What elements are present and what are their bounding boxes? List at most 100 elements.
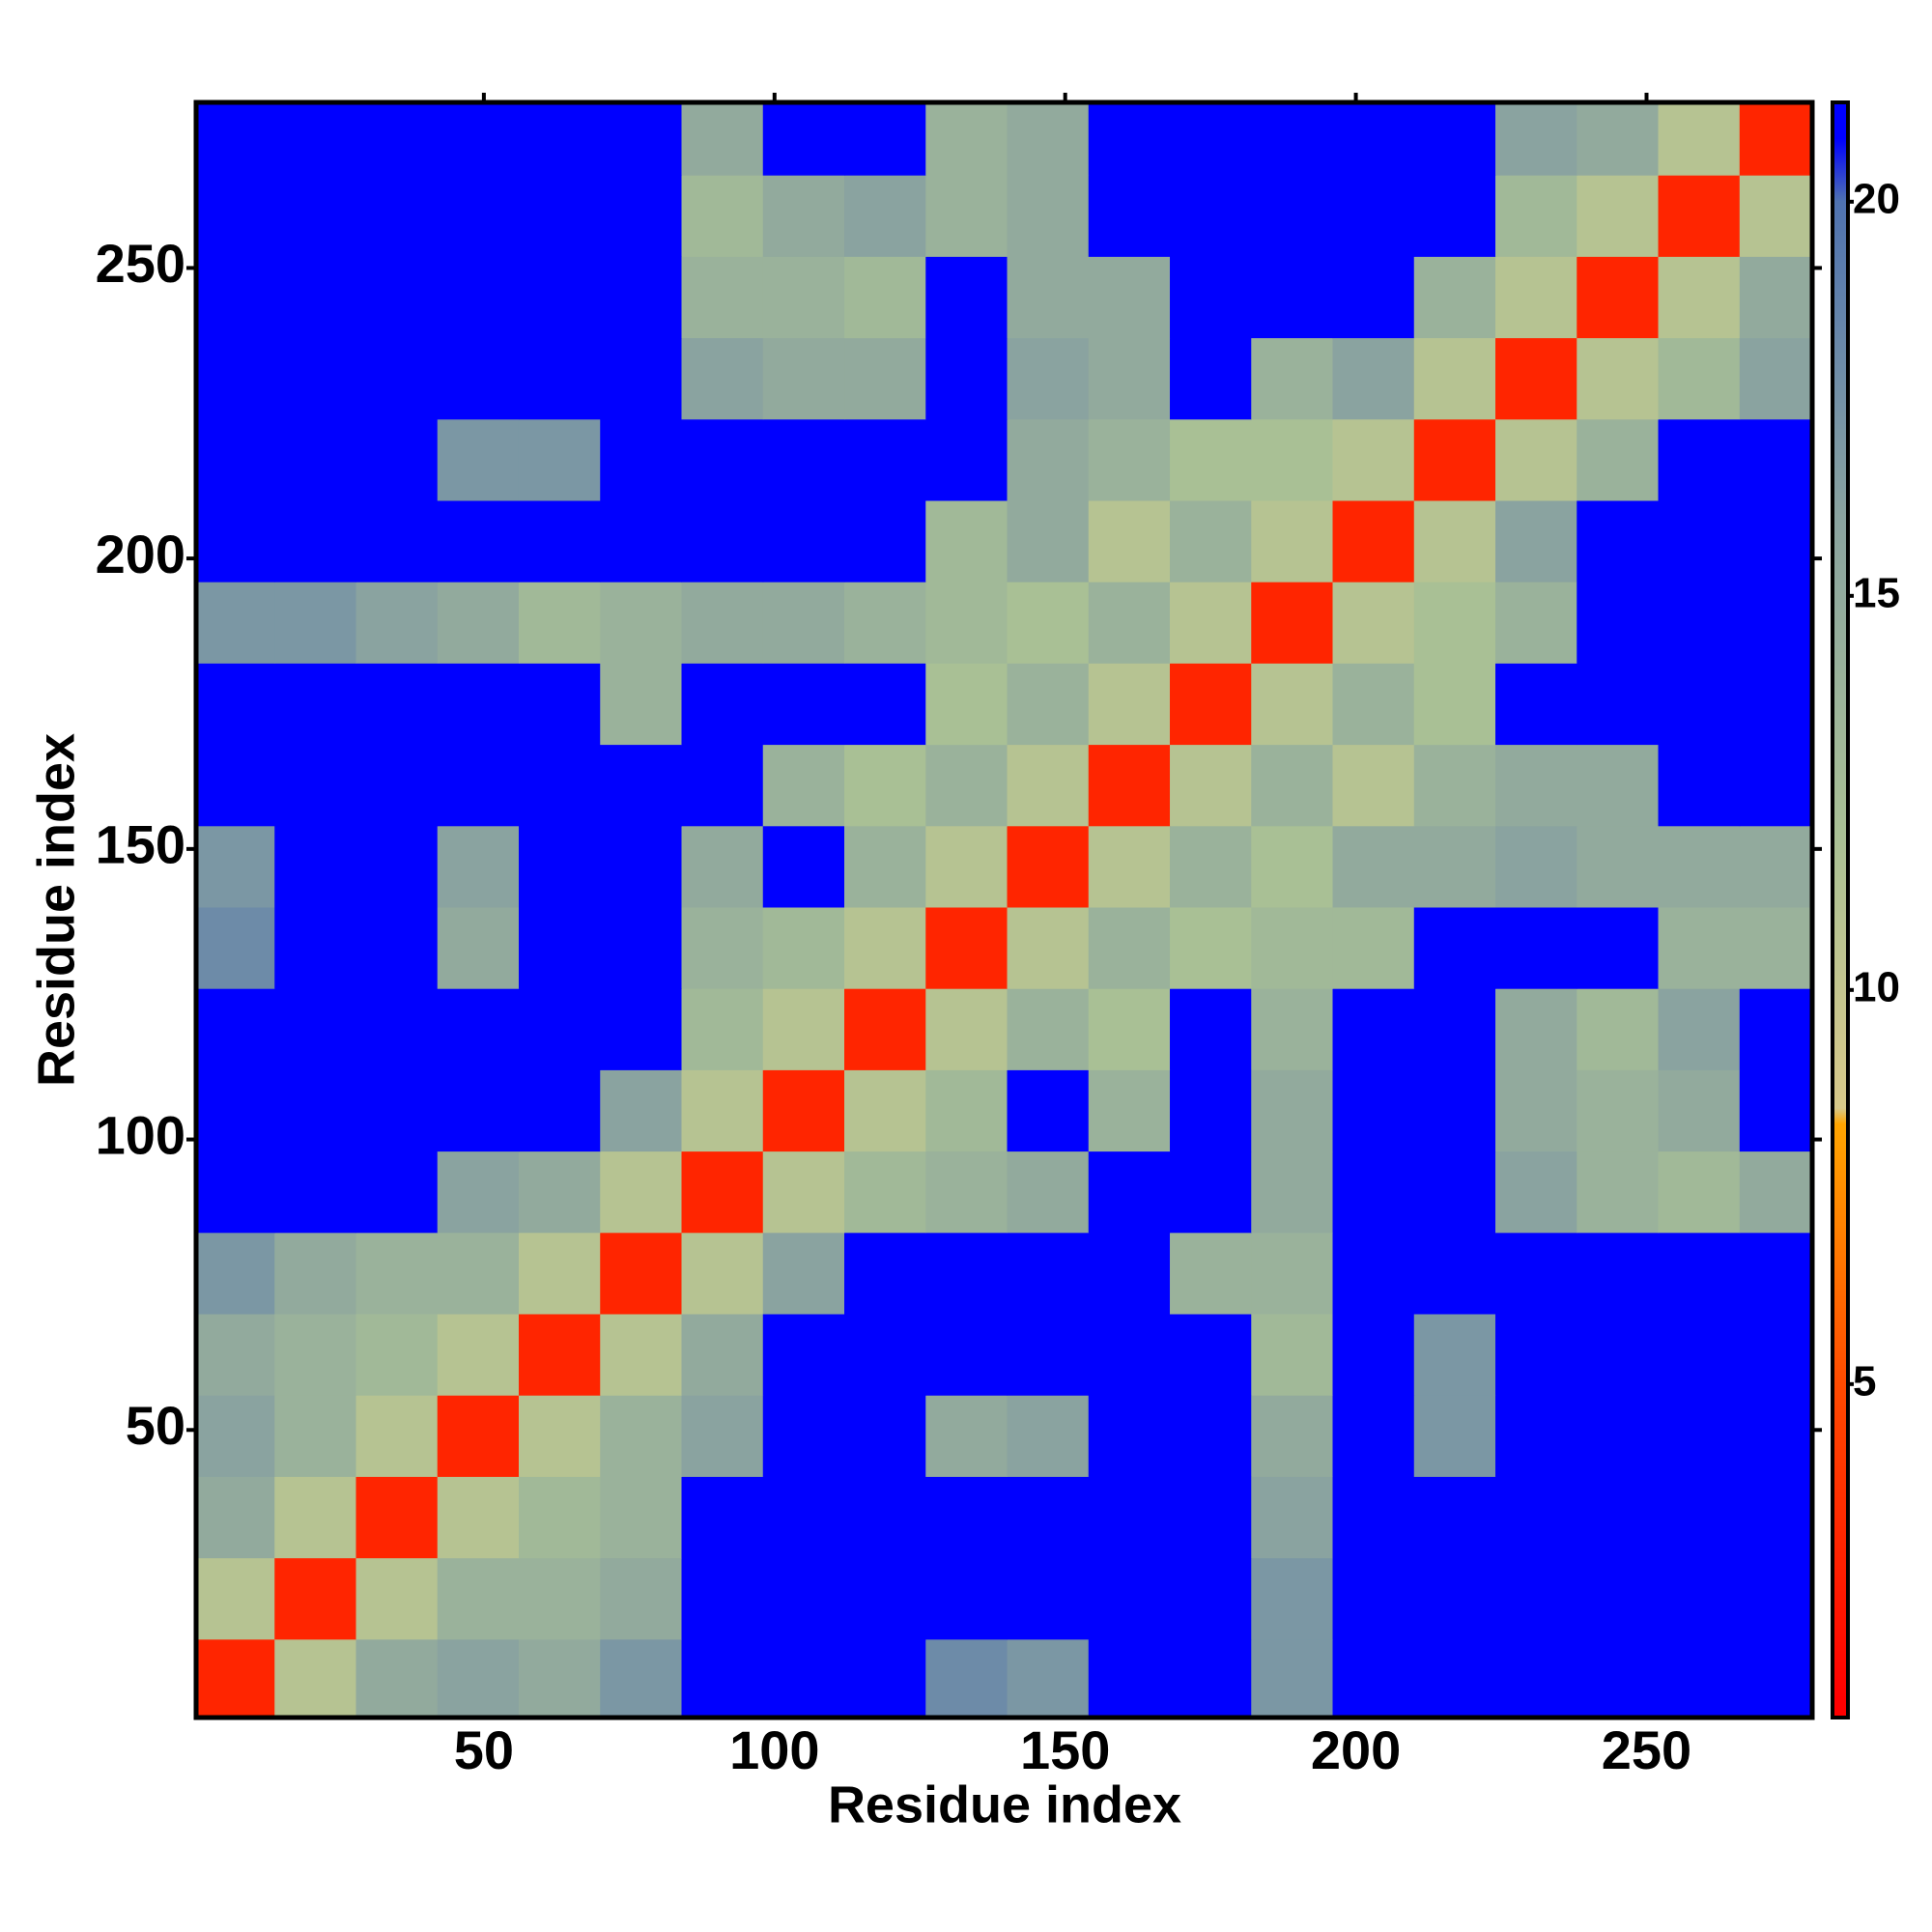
heatmap-cell [1251,988,1334,1070]
heatmap-cell [925,499,1009,582]
heatmap-cell [844,825,926,908]
heatmap-cell [196,1151,275,1234]
heatmap-cell [844,663,926,746]
heatmap-cell [1577,418,1660,501]
heatmap-cell [437,825,520,908]
heatmap-cell [274,825,356,908]
heatmap-cell [1332,825,1415,908]
heatmap-cell [1739,1557,1812,1640]
heatmap-cell [1413,1395,1496,1477]
heatmap-cell [1251,1232,1334,1315]
heatmap-cell [1007,102,1090,176]
heatmap-cell [1413,906,1496,989]
heatmap-cell [1495,256,1577,339]
heatmap-cell [196,1395,275,1477]
heatmap-cell [1170,337,1252,420]
heatmap-cell [1577,1638,1660,1718]
heatmap-cell [1088,499,1171,582]
heatmap-cell [518,1557,601,1640]
heatmap-cell [762,906,845,989]
heatmap-cell [925,825,1009,908]
heatmap-cell [1577,337,1660,420]
heatmap-cell [1088,1232,1171,1315]
heatmap-cell [1739,1395,1812,1477]
heatmap-cell [1577,175,1660,257]
heatmap-cell [1332,663,1415,746]
heatmap-cell [1739,1232,1812,1315]
heatmap-cell [1739,1314,1812,1396]
heatmap-cell [1007,906,1090,989]
heatmap-cell [1658,1476,1741,1559]
heatmap-cell [518,582,601,664]
heatmap-cell [1739,663,1812,746]
y-tick-label: 50 [126,1395,185,1456]
heatmap-cell [196,337,275,420]
heatmap-cell [1251,418,1334,501]
heatmap-cell [518,175,601,257]
heatmap-cell [1170,825,1252,908]
heatmap-cell [518,906,601,989]
heatmap-cell [1088,744,1171,827]
heatmap-cell [1170,102,1252,176]
heatmap-cell [762,256,845,339]
heatmap-cell [762,1557,845,1640]
heatmap-cell [274,1476,356,1559]
heatmap-cell [1332,1557,1415,1640]
heatmap-cell [1739,418,1812,501]
heatmap-cell [1332,1069,1415,1152]
heatmap-cell [196,175,275,257]
heatmap-cell [1739,175,1812,257]
heatmap-cell [1413,825,1496,908]
heatmap-cell [762,1069,845,1152]
heatmap-cell [1251,825,1334,908]
heatmap-cell [1658,337,1741,420]
heatmap-cell [1413,1557,1496,1640]
heatmap-cell [925,1395,1009,1477]
heatmap-cell [1332,1638,1415,1718]
heatmap-cell [1495,102,1577,176]
heatmap-cell [1739,1151,1812,1234]
heatmap-cell [1170,1232,1252,1315]
heatmap-cell [196,825,275,908]
heatmap-cell [1495,499,1577,582]
heatmap-cell [274,1232,356,1315]
heatmap-cell [437,1232,520,1315]
heatmap-cell [600,1314,683,1396]
heatmap-cell [1088,906,1171,989]
heatmap-cell [355,499,439,582]
heatmap-cell [925,744,1009,827]
heatmap-cell [844,175,926,257]
heatmap-cell [600,102,683,176]
heatmap-cell [1251,744,1334,827]
heatmap-cell [844,906,926,989]
heatmap-cell [1658,1395,1741,1477]
heatmap-cell [762,744,845,827]
heatmap-cell [518,988,601,1070]
heatmap-cell [600,1476,683,1559]
heatmap-cell [1088,582,1171,664]
heatmap-cell [1170,1069,1252,1152]
heatmap-cell [355,1232,439,1315]
heatmap-cell [925,1638,1009,1718]
heatmap-cell [600,1151,683,1234]
heatmap-cell [1413,1476,1496,1559]
heatmap-cell [1332,1476,1415,1559]
heatmap-cell [196,1232,275,1315]
heatmap-cell [844,499,926,582]
heatmap-cell [355,1069,439,1152]
heatmap-cell [196,102,275,176]
heatmap-cell [762,418,845,501]
x-tick-label: 250 [1602,1719,1691,1780]
heatmap-cell [600,1638,683,1718]
heatmap-cell [1088,1638,1171,1718]
heatmap-cell [1413,256,1496,339]
x-tick-label: 200 [1311,1719,1401,1780]
heatmap-cell [1658,256,1741,339]
heatmap-cell [1251,1476,1334,1559]
heatmap-cell [196,418,275,501]
heatmap-cell [1495,1476,1577,1559]
heatmap-cell [925,988,1009,1070]
heatmap-cell [844,1314,926,1396]
heatmap-cell [1332,906,1415,989]
heatmap-cell [518,1395,601,1477]
